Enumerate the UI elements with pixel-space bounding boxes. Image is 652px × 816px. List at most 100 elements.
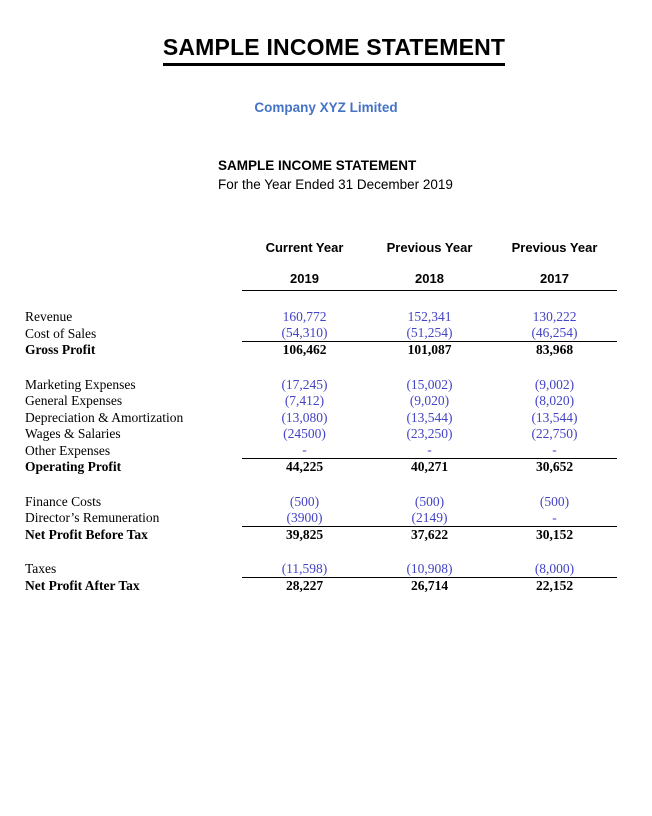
row-values: (24500) (23,250) (22,750) xyxy=(242,426,617,443)
table-rows: Revenue 160,772 152,341 130,222 Cost of Sale… xyxy=(25,309,617,594)
table-row: Cost of Sales (54,310) (51,254) (46,254) xyxy=(25,325,617,342)
row-label: Cost of Sales xyxy=(25,325,97,341)
document-title: SAMPLE INCOME STATEMENT xyxy=(162,34,506,66)
row-value: (9,002) xyxy=(534,376,575,392)
statement-heading: SAMPLE INCOME STATEMENT For the Year End… xyxy=(218,156,453,194)
row-value: (500) xyxy=(414,493,445,509)
row-label: Revenue xyxy=(25,309,73,325)
row-value: (13,544) xyxy=(406,409,453,425)
table-row: Revenue 160,772 152,341 130,222 xyxy=(25,309,617,326)
table-row: Other Expenses - - - xyxy=(25,442,617,459)
row-label: Depreciation & Amortization xyxy=(25,409,184,425)
row-values: 39,825 37,622 30,152 xyxy=(242,527,617,544)
row-value: (13,080) xyxy=(281,409,328,425)
table-row: Gross Profit 106,462 101,087 83,968 xyxy=(25,342,617,359)
document-title-wrap: SAMPLE INCOME STATEMENT xyxy=(0,34,652,66)
row-values: (3900) (2149) - xyxy=(242,510,617,527)
row-value: (51,254) xyxy=(406,325,453,341)
row-value: 83,968 xyxy=(535,342,574,358)
row-label: Net Profit After Tax xyxy=(25,577,140,593)
row-value: 30,152 xyxy=(535,526,574,542)
row-label: Marketing Expenses xyxy=(25,376,136,392)
row-value: 22,152 xyxy=(535,577,574,593)
row-value: (500) xyxy=(539,493,570,509)
row-values: --- xyxy=(242,442,617,459)
row-values: 160,772 152,341 130,222 xyxy=(242,309,617,326)
table-row: Depreciation & Amortization (13,080) (13,5… xyxy=(25,410,617,427)
row-values: (11,598) (10,908) (8,000) xyxy=(242,561,617,578)
row-value: - xyxy=(552,442,557,458)
statement-title: SAMPLE INCOME STATEMENT xyxy=(218,158,417,173)
column-year-2019: 2019 xyxy=(290,271,319,286)
row-values: 106,462 101,087 83,968 xyxy=(242,342,617,359)
row-label: Operating Profit xyxy=(25,459,122,475)
row-value: (8,020) xyxy=(534,393,575,409)
row-value: (22,750) xyxy=(531,426,578,442)
table-row: Wages & Salaries (24500) (23,250) (22,750) xyxy=(25,426,617,443)
row-value: (23,250) xyxy=(406,426,453,442)
column-headers: Current Year Previous Year Previous Year xyxy=(242,240,617,255)
row-value: 152,341 xyxy=(407,309,452,325)
row-label: Net Profit Before Tax xyxy=(25,526,148,542)
row-value: (2149) xyxy=(411,509,448,525)
table-row: Marketing Expenses (17,245) (15,002) (9,002… xyxy=(25,377,617,394)
table-row: Operating Profit 44,225 40,271 30,652 xyxy=(25,459,617,476)
row-values: 28,227 26,714 22,152 xyxy=(242,578,617,595)
table-row: General Expenses (7,412) (9,020) (8,020) xyxy=(25,393,617,410)
statement-period: For the Year Ended 31 December 2019 xyxy=(218,177,453,192)
row-value: - xyxy=(302,442,307,458)
row-value: 28,227 xyxy=(285,577,324,593)
column-year-2017: 2017 xyxy=(540,271,569,286)
row-value: 39,825 xyxy=(285,526,324,542)
row-value: 44,225 xyxy=(285,459,324,475)
row-value: - xyxy=(427,442,432,458)
row-value: (7,412) xyxy=(284,393,325,409)
row-value: 160,772 xyxy=(282,309,327,325)
table-row: Director’s Remuneration (3900) (2149) - xyxy=(25,510,617,527)
row-value: (3900) xyxy=(286,509,323,525)
column-year-2018: 2018 xyxy=(415,271,444,286)
row-value: 106,462 xyxy=(282,342,327,358)
table-row: Net Profit Before Tax 39,825 37,622 30,152 xyxy=(25,527,617,544)
row-value: (13,544) xyxy=(531,409,578,425)
row-label: Gross Profit xyxy=(25,342,96,358)
row-value: (500) xyxy=(289,493,320,509)
table-row: Net Profit After Tax 28,227 26,714 22,152 xyxy=(25,578,617,595)
row-values: (17,245) (15,002) (9,002) xyxy=(242,377,617,394)
row-value: 40,271 xyxy=(410,459,449,475)
column-years: 2019 2018 2017 xyxy=(242,272,617,291)
column-header-previous-year-2: Previous Year xyxy=(511,240,598,255)
row-value: 26,714 xyxy=(410,577,449,593)
row-label: General Expenses xyxy=(25,393,123,409)
row-value: (15,002) xyxy=(406,376,453,392)
row-label: Taxes xyxy=(25,561,57,577)
row-values: (13,080) (13,544) (13,544) xyxy=(242,410,617,427)
row-value: 30,652 xyxy=(535,459,574,475)
income-statement-table: Current Year Previous Year Previous Year… xyxy=(25,240,617,594)
company-name: Company XYZ Limited xyxy=(254,100,398,115)
row-values: (500) (500) (500) xyxy=(242,494,617,511)
table-row: Finance Costs (500) (500) (500) xyxy=(25,494,617,511)
row-values: (7,412) (9,020) (8,020) xyxy=(242,393,617,410)
row-value: (11,598) xyxy=(281,560,328,576)
row-label: Other Expenses xyxy=(25,442,111,458)
row-value: (46,254) xyxy=(531,325,578,341)
row-value: (17,245) xyxy=(281,376,328,392)
row-value: (10,908) xyxy=(406,560,453,576)
column-header-previous-year-1: Previous Year xyxy=(386,240,473,255)
row-value: 37,622 xyxy=(410,526,449,542)
row-label: Director’s Remuneration xyxy=(25,510,160,526)
row-label: Wages & Salaries xyxy=(25,426,121,442)
row-values: (54,310) (51,254) (46,254) xyxy=(242,325,617,342)
row-values: 44,225 40,271 30,652 xyxy=(242,459,617,476)
row-value: - xyxy=(552,509,557,525)
row-value: 101,087 xyxy=(407,342,452,358)
row-value: (8,000) xyxy=(534,560,575,576)
row-value: (54,310) xyxy=(281,325,328,341)
column-header-current-year: Current Year xyxy=(265,240,344,255)
row-label: Finance Costs xyxy=(25,493,102,509)
row-value: (9,020) xyxy=(409,393,450,409)
row-value: (24500) xyxy=(283,426,326,442)
row-value: 130,222 xyxy=(532,309,577,325)
